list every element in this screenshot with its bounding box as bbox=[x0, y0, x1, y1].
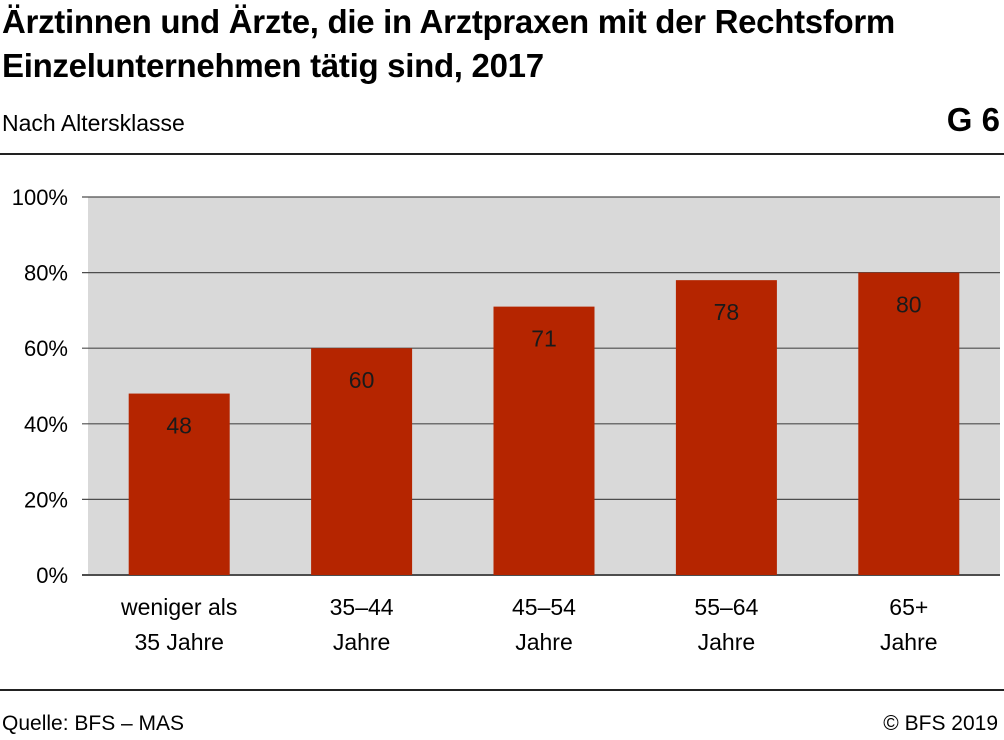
x-tick-label: Jahre bbox=[698, 629, 756, 655]
data-label: 48 bbox=[166, 413, 192, 439]
x-tick-label: Jahre bbox=[515, 629, 573, 655]
data-label: 60 bbox=[349, 367, 375, 393]
x-tick-label: 35–44 bbox=[330, 594, 394, 620]
bar bbox=[675, 280, 777, 575]
x-tick-label: 45–54 bbox=[512, 594, 576, 620]
x-tick-label: Jahre bbox=[333, 629, 391, 655]
data-label: 78 bbox=[714, 299, 740, 325]
data-label: 80 bbox=[896, 292, 922, 318]
bar-chart: 0% 20% 40% 60% 80% 100% 48 weniger als 35 Jahre 6… bbox=[12, 185, 1000, 655]
y-tick-label: 20% bbox=[24, 487, 68, 512]
bar bbox=[128, 393, 230, 575]
top-divider bbox=[0, 153, 1004, 155]
bottom-divider bbox=[0, 689, 1004, 691]
y-tick-label: 40% bbox=[24, 412, 68, 437]
y-tick-label: 80% bbox=[24, 261, 68, 286]
x-tick-label: 65+ bbox=[889, 594, 928, 620]
x-tick-label: 35 Jahre bbox=[134, 629, 224, 655]
data-label: 71 bbox=[531, 326, 557, 352]
y-tick-label: 60% bbox=[24, 336, 68, 361]
bar bbox=[858, 272, 960, 575]
y-tick-label: 0% bbox=[36, 563, 68, 588]
bar bbox=[311, 348, 413, 575]
x-tick-label: weniger als bbox=[120, 594, 237, 620]
y-tick-label: 100% bbox=[12, 185, 68, 210]
x-tick-label: 55–64 bbox=[694, 594, 758, 620]
chart-title: Ärztinnen und Ärzte, die in Arztpraxen m… bbox=[2, 3, 895, 84]
copyright-note: © BFS 2019 bbox=[883, 712, 998, 735]
x-tick-label: Jahre bbox=[880, 629, 938, 655]
bar bbox=[493, 306, 595, 575]
chart-subtitle: Nach Altersklasse bbox=[2, 110, 185, 136]
source-note: Quelle: BFS – MAS bbox=[2, 712, 185, 735]
chart-id: G 6 bbox=[946, 101, 1000, 138]
